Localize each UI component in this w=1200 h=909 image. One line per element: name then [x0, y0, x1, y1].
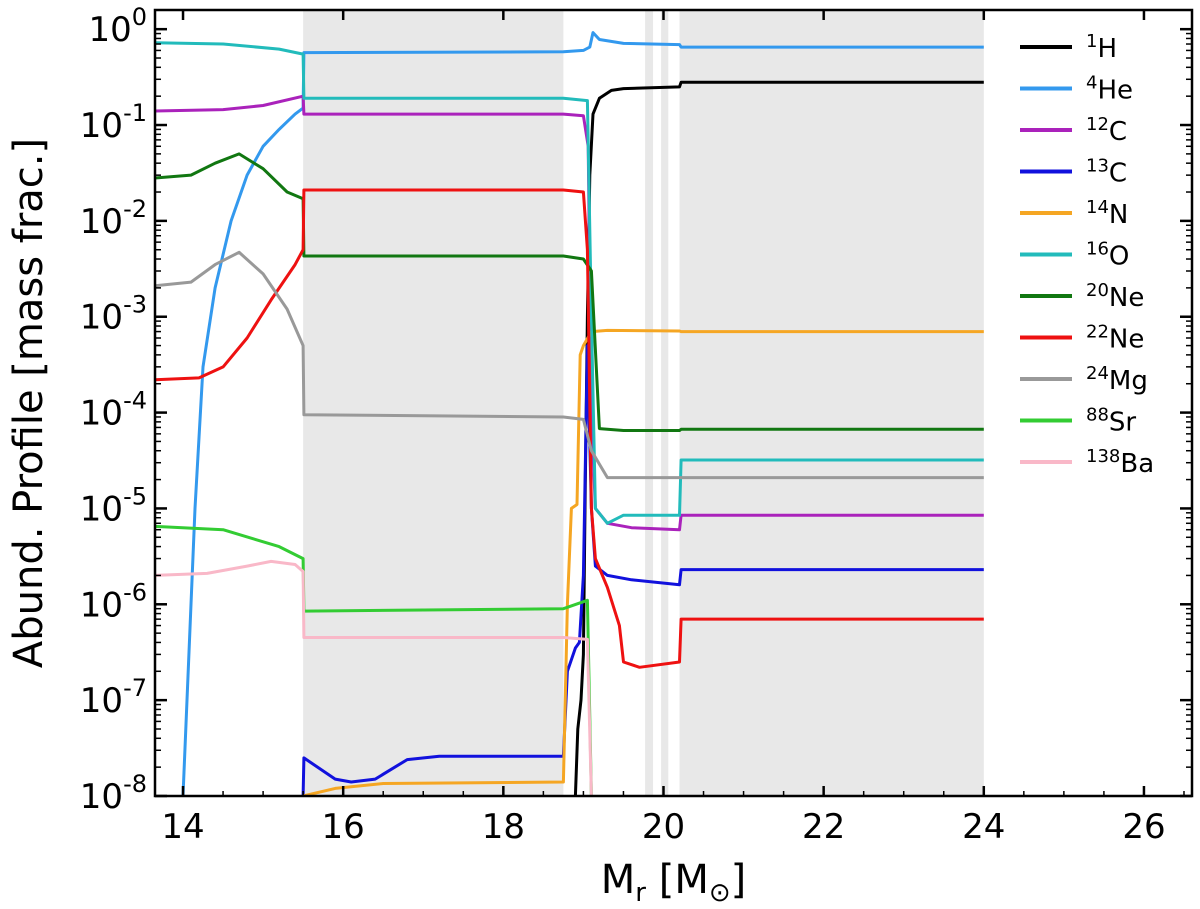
legend-label: 88Sr	[1086, 405, 1136, 438]
y-tick-label: 10-5	[80, 482, 147, 529]
y-tick-label: 10-8	[80, 770, 147, 817]
legend-label: 12C	[1086, 114, 1127, 147]
x-axis-label: Mr [M⊙]	[601, 857, 746, 908]
legend-item: 22Ne	[1020, 322, 1144, 355]
shaded-region-3	[679, 10, 984, 796]
legend-item: 4He	[1020, 73, 1133, 106]
legend-label: 4He	[1086, 73, 1133, 106]
series-line-14n	[301, 328, 984, 796]
y-tick-label: 10-2	[80, 195, 147, 242]
legend-label: 20Ne	[1086, 280, 1144, 313]
x-tick-label: 22	[802, 807, 845, 847]
legend-item: 14N	[1020, 197, 1128, 230]
y-tick-label: 10-6	[80, 578, 147, 625]
x-tick-label: 18	[482, 807, 525, 847]
legend: 1H 4He 12C 13C 14N 16O 20Ne 22Ne 24Mg 88Sr 138Ba	[1020, 31, 1154, 479]
x-axis-label-base: M	[601, 857, 636, 903]
x-tick-label: 20	[642, 807, 685, 847]
x-tick-label: 14	[161, 807, 204, 847]
legend-item: 20Ne	[1020, 280, 1144, 313]
legend-item: 16O	[1020, 239, 1129, 272]
series-line-138ba	[155, 559, 593, 796]
legend-item: 24Mg	[1020, 363, 1148, 396]
series-lines	[155, 31, 984, 796]
legend-item: 1H	[1020, 31, 1117, 64]
legend-item: 88Sr	[1020, 405, 1136, 438]
y-tick-label: 10-7	[80, 674, 147, 721]
y-tick-label: 10-3	[80, 291, 147, 338]
legend-label: 1H	[1086, 31, 1117, 64]
legend-label: 22Ne	[1086, 322, 1144, 355]
x-tick-label: 24	[962, 807, 1005, 847]
shaded-regions	[303, 10, 984, 796]
legend-label: 14N	[1086, 197, 1128, 230]
x-tick-label: 16	[322, 807, 365, 847]
legend-item: 12C	[1020, 114, 1127, 147]
legend-label: 24Mg	[1086, 363, 1148, 396]
y-tick-label: 10-4	[80, 387, 147, 434]
x-axis-label-unit-base: M	[674, 857, 709, 903]
legend-label: 13C	[1086, 156, 1127, 189]
legend-label: 138Ba	[1086, 446, 1154, 479]
y-axis-label: Abund. Profile [mass frac.]	[6, 138, 52, 668]
legend-item: 138Ba	[1020, 446, 1154, 479]
x-tick-label: 26	[1122, 807, 1165, 847]
series-line-20ne	[155, 152, 984, 432]
series-line-16o	[155, 41, 984, 525]
y-tick-label: 100	[88, 3, 147, 50]
shaded-region-0	[303, 10, 564, 796]
x-axis-label-sub: r	[635, 878, 646, 908]
series-line-13c	[301, 344, 984, 796]
shaded-region-2	[661, 10, 669, 796]
shaded-region-1	[645, 10, 654, 796]
legend-item: 13C	[1020, 156, 1127, 189]
legend-label: 16O	[1086, 239, 1129, 272]
axis-ticks: 14 16 18 20 22 24 26 100 10-1 10-2 10-3 10-4 10-5 10-…	[80, 3, 1192, 847]
series-line-24mg	[155, 250, 984, 480]
series-line-22ne	[155, 188, 984, 669]
plot-frame	[153, 8, 1194, 798]
y-tick-label: 10-1	[80, 99, 147, 146]
x-axis-label-unit-symbol: ⊙	[709, 878, 731, 908]
